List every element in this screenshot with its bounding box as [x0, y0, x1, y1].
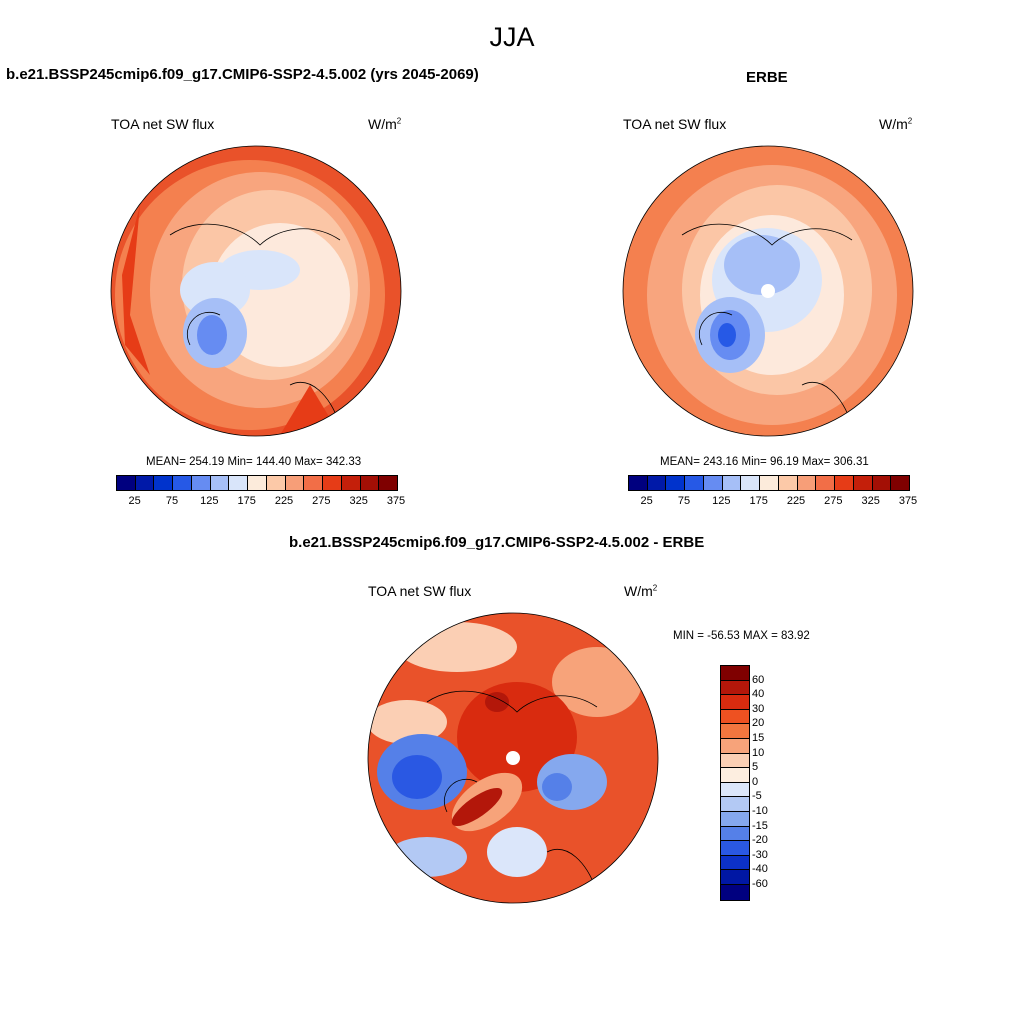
diff-colorbar	[720, 665, 750, 901]
colorbar-swatch	[778, 476, 798, 490]
diff-units-label: W/m2	[624, 583, 658, 599]
colorbar-swatch	[210, 476, 230, 490]
colorbar-tick-label: -5	[752, 790, 762, 803]
colorbar-swatch	[135, 476, 155, 490]
colorbar-swatch	[721, 884, 749, 900]
colorbar-swatch	[154, 476, 174, 490]
colorbar-swatch	[721, 768, 749, 783]
colorbar-tick-label: -15	[752, 819, 768, 832]
colorbar-swatch	[191, 476, 211, 490]
colorbar-swatch	[379, 476, 398, 490]
colorbar-swatch	[304, 476, 324, 490]
obs-units-label: W/m2	[879, 116, 913, 132]
colorbar-swatch	[741, 476, 761, 490]
colorbar-tick-label: 40	[752, 688, 765, 701]
colorbar-swatch	[721, 753, 749, 769]
colorbar-swatch	[721, 870, 749, 885]
colorbar-swatch	[666, 476, 686, 490]
colorbar-swatch	[341, 476, 361, 490]
colorbar-tick-label: 375	[898, 495, 918, 507]
colorbar-swatch	[360, 476, 380, 490]
obs-colorbar	[628, 475, 910, 491]
colorbar-tick-label: 175	[237, 495, 256, 507]
colorbar-swatch	[835, 476, 854, 490]
colorbar-swatch	[117, 476, 136, 490]
colorbar-tick-label: 0	[752, 775, 759, 788]
diff-variable-label: TOA net SW flux	[368, 583, 472, 599]
colorbar-swatch	[703, 476, 723, 490]
colorbar-swatch	[891, 476, 910, 490]
colorbar-tick-label: 75	[677, 495, 691, 507]
colorbar-tick-label: 325	[349, 495, 368, 507]
colorbar-swatch	[722, 476, 742, 490]
colorbar-swatch	[797, 476, 817, 490]
colorbar-swatch	[721, 738, 749, 754]
colorbar-tick-label: 325	[861, 495, 880, 507]
colorbar-swatch	[721, 797, 749, 812]
colorbar-tick-label: 175	[749, 495, 768, 507]
diff-panel-title: b.e21.BSSP245cmip6.f09_g17.CMIP6-SSP2-4.…	[289, 534, 705, 551]
colorbar-tick-label: 25	[640, 495, 653, 507]
colorbar-swatch	[721, 811, 749, 827]
colorbar-swatch	[721, 709, 749, 725]
colorbar-tick-label: 10	[752, 746, 765, 759]
colorbar-tick-label: 25	[128, 495, 141, 507]
model-colorbar-ticks: 25 75 125 175 225 275 325 375	[116, 495, 406, 509]
colorbar-tick-label: 20	[752, 717, 765, 730]
obs-variable-label: TOA net SW flux	[623, 116, 727, 132]
colorbar-swatch	[721, 855, 749, 871]
model-polar-map	[110, 145, 402, 437]
colorbar-tick-label: -60	[752, 878, 768, 890]
colorbar-swatch	[629, 476, 648, 490]
colorbar-swatch	[173, 476, 192, 490]
colorbar-swatch	[721, 826, 749, 842]
diff-colorbar-ticks: 60 40 30 20 15 10 5 0 -5 -10 -15 -20 -30 -40 -60	[752, 665, 792, 901]
colorbar-swatch	[285, 476, 305, 490]
colorbar-tick-label: 5	[752, 761, 759, 774]
colorbar-tick-label: 30	[752, 702, 765, 715]
model-colorbar	[116, 475, 398, 491]
colorbar-swatch	[760, 476, 779, 490]
colorbar-tick-label: 125	[712, 495, 731, 507]
colorbar-tick-label: 60	[752, 673, 765, 686]
model-variable-label: TOA net SW flux	[111, 116, 215, 132]
colorbar-swatch	[721, 666, 749, 681]
model-panel-title: b.e21.BSSP245cmip6.f09_g17.CMIP6-SSP2-4.…	[6, 66, 479, 83]
obs-polar-map	[622, 145, 914, 437]
colorbar-tick-label: 125	[200, 495, 219, 507]
colorbar-tick-label: -30	[752, 848, 768, 861]
colorbar-swatch	[266, 476, 286, 490]
colorbar-swatch	[721, 695, 749, 710]
colorbar-tick-label: -40	[752, 863, 768, 876]
colorbar-swatch	[872, 476, 892, 490]
diff-polar-map	[367, 612, 659, 904]
colorbar-swatch	[721, 680, 749, 696]
colorbar-swatch	[248, 476, 267, 490]
diff-stats: MIN = -56.53 MAX = 83.92	[673, 630, 810, 642]
obs-stats: MEAN= 243.16 Min= 96.19 Max= 306.31	[660, 456, 869, 468]
colorbar-swatch	[853, 476, 873, 490]
colorbar-swatch	[647, 476, 667, 490]
obs-panel-title: ERBE	[746, 69, 788, 86]
colorbar-tick-label: -20	[752, 834, 768, 847]
model-stats: MEAN= 254.19 Min= 144.40 Max= 342.33	[146, 456, 362, 468]
colorbar-swatch	[721, 724, 749, 739]
season-title: JJA	[489, 22, 535, 52]
colorbar-tick-label: 375	[386, 495, 406, 507]
colorbar-swatch	[229, 476, 249, 490]
colorbar-tick-label: -10	[752, 805, 768, 817]
colorbar-tick-label: 275	[312, 495, 331, 507]
colorbar-tick-label: 275	[824, 495, 843, 507]
colorbar-tick-label: 225	[274, 495, 294, 507]
colorbar-swatch	[816, 476, 836, 490]
colorbar-swatch	[721, 782, 749, 798]
colorbar-tick-label: 225	[786, 495, 806, 507]
colorbar-tick-label: 75	[165, 495, 179, 507]
model-units-label: W/m2	[368, 116, 402, 132]
obs-colorbar-ticks: 25 75 125 175 225 275 325 375	[628, 495, 918, 509]
colorbar-tick-label: 15	[752, 732, 765, 744]
colorbar-swatch	[685, 476, 704, 490]
colorbar-swatch	[323, 476, 342, 490]
colorbar-swatch	[721, 841, 749, 856]
